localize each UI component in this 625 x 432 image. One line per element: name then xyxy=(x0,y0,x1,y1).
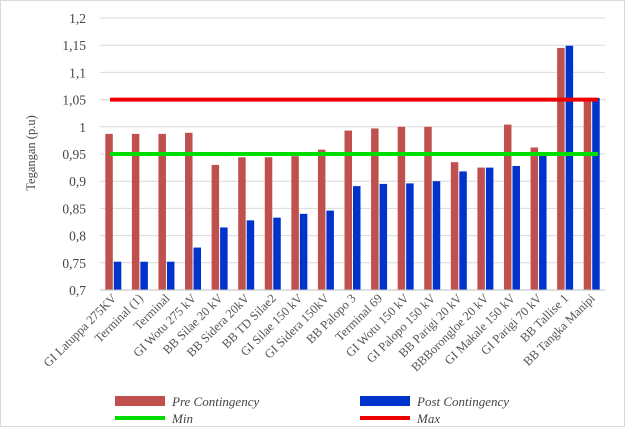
bar-pre-contingency xyxy=(530,147,539,290)
bar-pre-contingency xyxy=(397,126,406,290)
bar-pre-contingency xyxy=(477,167,485,290)
bar-post-contingency xyxy=(565,45,574,290)
bar-pre-contingency xyxy=(557,47,565,290)
y-axis-label: Tegangan (p.u) xyxy=(24,115,38,190)
bar-pre-contingency xyxy=(158,133,166,290)
bar-post-contingency xyxy=(406,183,414,290)
bar-pre-contingency xyxy=(105,133,113,290)
bar-post-contingency xyxy=(113,261,122,290)
y-tick-label: 0,95 xyxy=(62,147,86,162)
bar-pre-contingency xyxy=(503,124,512,291)
bar-pre-contingency xyxy=(371,128,379,290)
bar-post-contingency xyxy=(299,213,308,290)
bar-post-contingency xyxy=(379,183,388,290)
y-tick-label: 0,8 xyxy=(69,229,86,244)
y-tick-label: 1,05 xyxy=(62,93,86,108)
y-tick-label: 0,7 xyxy=(69,283,86,298)
bar-post-contingency xyxy=(432,181,441,290)
bar-post-contingency xyxy=(353,186,361,290)
bar-post-contingency xyxy=(166,261,175,290)
bar-pre-contingency xyxy=(424,126,432,290)
y-tick-label: 1,15 xyxy=(62,38,86,53)
bar-post-contingency xyxy=(220,227,228,290)
bar-post-contingency xyxy=(539,155,547,290)
y-tick-label: 1,2 xyxy=(69,11,86,26)
legend-label: Post Contingency xyxy=(416,394,509,409)
bar-post-contingency xyxy=(512,165,520,290)
bar-pre-contingency xyxy=(131,133,140,290)
bar-pre-contingency xyxy=(211,164,220,290)
bar-pre-contingency xyxy=(344,130,352,290)
legend-label: Min xyxy=(171,411,193,426)
bar-pre-contingency xyxy=(238,157,246,290)
legend-label: Max xyxy=(416,411,440,426)
legend-swatch xyxy=(360,396,410,406)
legend-label: Pre Contingency xyxy=(171,394,259,409)
bar-pre-contingency xyxy=(317,149,326,290)
bar-post-contingency xyxy=(193,247,202,290)
y-tick-label: 0,85 xyxy=(62,201,86,216)
y-tick-label: 0,9 xyxy=(69,174,86,189)
bar-pre-contingency xyxy=(450,162,459,290)
bar-post-contingency xyxy=(273,217,281,290)
bar-post-contingency xyxy=(459,171,467,290)
bar-pre-contingency xyxy=(583,97,592,290)
bar-pre-contingency xyxy=(291,156,299,290)
bar-post-contingency xyxy=(485,167,494,290)
bar-pre-contingency xyxy=(185,132,193,290)
y-tick-label: 1 xyxy=(79,120,86,135)
y-tick-label: 1,1 xyxy=(69,65,86,80)
legend-swatch xyxy=(115,396,165,406)
bar-post-contingency xyxy=(326,210,334,290)
bar-post-contingency xyxy=(592,97,600,290)
bar-post-contingency xyxy=(246,220,255,290)
y-tick-label: 0,75 xyxy=(62,256,86,271)
bar-post-contingency xyxy=(140,261,148,290)
bar-pre-contingency xyxy=(264,157,273,290)
